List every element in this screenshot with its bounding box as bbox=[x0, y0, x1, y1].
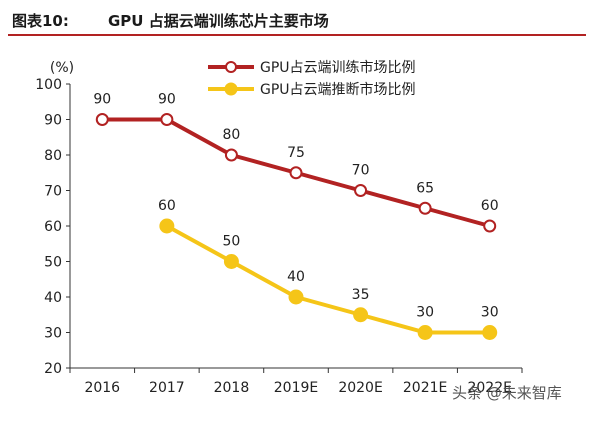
data-point bbox=[159, 218, 175, 234]
y-tick-label: 80 bbox=[44, 148, 62, 164]
data-label: 70 bbox=[352, 163, 370, 179]
y-tick-label: 100 bbox=[35, 77, 62, 93]
line-chart: (%) 20 30 40 50 60 70 80 90 100 2016 2017 2018 2019E 2… bbox=[35, 59, 523, 396]
x-tick-label: 2018 bbox=[214, 380, 250, 396]
y-tick-label: 50 bbox=[44, 255, 62, 271]
data-point bbox=[482, 325, 498, 340]
x-tick-label: 2022E bbox=[467, 380, 511, 396]
y-tick-label: 20 bbox=[44, 361, 62, 377]
figure-title: GPU 占据云端训练芯片主要市场 bbox=[108, 12, 329, 30]
data-point bbox=[289, 166, 303, 180]
data-label: 80 bbox=[223, 127, 241, 143]
data-point bbox=[354, 184, 368, 197]
legend-label-1: GPU占云端训练市场比例 bbox=[260, 59, 416, 76]
x-tick-label: 2021E bbox=[403, 380, 447, 396]
y-tick-label: 30 bbox=[44, 326, 62, 342]
data-point bbox=[223, 254, 239, 269]
data-point bbox=[483, 219, 497, 233]
data-label: 90 bbox=[158, 92, 176, 108]
data-label: 75 bbox=[287, 145, 305, 161]
data-point bbox=[224, 148, 238, 162]
x-tick-label: 2020E bbox=[338, 380, 382, 396]
series-line-2 bbox=[165, 224, 490, 335]
data-label: 30 bbox=[416, 305, 434, 321]
legend-marker-1 bbox=[225, 61, 237, 73]
data-label: 40 bbox=[287, 269, 305, 285]
data-point bbox=[418, 201, 432, 215]
x-tick-label: 2017 bbox=[149, 380, 185, 396]
data-label: 35 bbox=[352, 287, 370, 303]
data-label: 60 bbox=[158, 198, 176, 214]
data-label: 60 bbox=[481, 198, 499, 214]
data-label: 30 bbox=[481, 305, 499, 321]
legend-marker-2 bbox=[224, 82, 238, 96]
data-point bbox=[417, 325, 433, 340]
y-tick-label: 90 bbox=[44, 113, 62, 129]
y-tick-label: 60 bbox=[44, 219, 62, 235]
x-tick-label: 2019E bbox=[274, 380, 318, 396]
x-tick-label: 2016 bbox=[84, 380, 120, 396]
watermark: 头条 @未来智库 bbox=[452, 384, 562, 402]
data-point bbox=[95, 113, 109, 126]
y-unit-label: (%) bbox=[50, 60, 74, 76]
data-label: 65 bbox=[416, 180, 434, 196]
data-point bbox=[160, 113, 174, 126]
y-tick-label: 40 bbox=[44, 290, 62, 306]
legend-label-2: GPU占云端推断市场比例 bbox=[260, 81, 416, 98]
data-point bbox=[288, 289, 304, 305]
y-tick-label: 70 bbox=[44, 184, 62, 200]
figure-title-bar: 图表10: GPU 占据云端训练芯片主要市场 bbox=[8, 6, 586, 36]
data-label: 90 bbox=[93, 92, 111, 108]
figure-label: 图表10: bbox=[12, 12, 69, 30]
data-point bbox=[353, 307, 369, 323]
data-label: 50 bbox=[223, 234, 241, 250]
